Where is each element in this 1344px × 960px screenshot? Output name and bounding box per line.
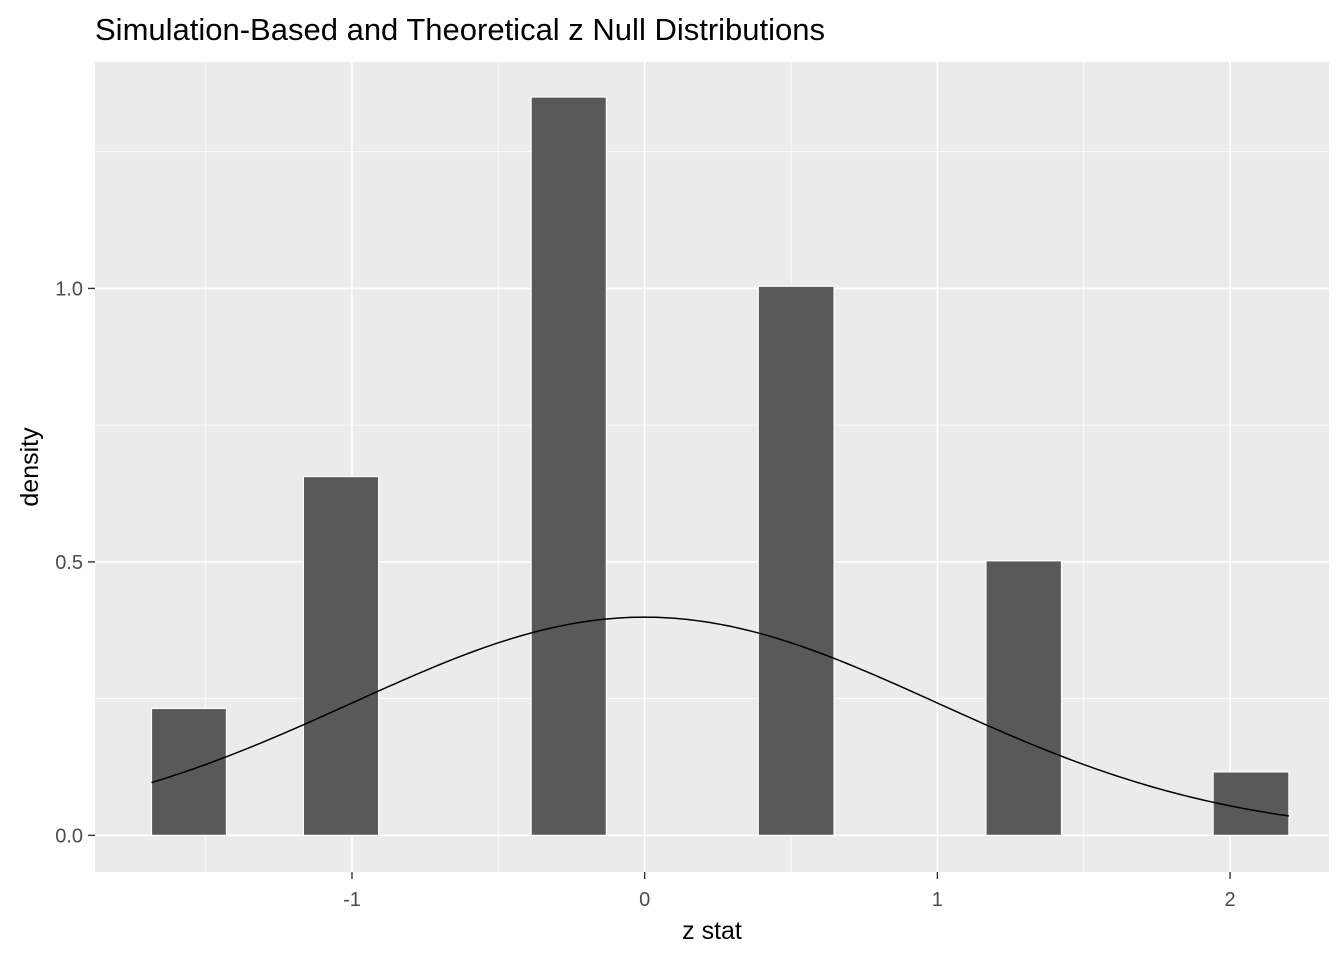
chart-title: Simulation-Based and Theoretical z Null …: [95, 12, 825, 47]
minor-gridlines: [95, 62, 1329, 872]
x-tick-label: -1: [343, 889, 361, 911]
y-tick-label: 0.0: [55, 825, 83, 847]
y-axis-title: density: [16, 427, 44, 507]
x-tick-label: 1: [932, 889, 943, 911]
x-tick-label: 0: [639, 889, 650, 911]
histogram-bar: [530, 96, 607, 836]
theoretical-normal-curve: [151, 616, 1290, 817]
histogram-bar: [1212, 771, 1290, 836]
x-axis-title: z stat: [682, 917, 742, 945]
histogram-bar: [302, 475, 380, 836]
histogram-bars: [150, 96, 1290, 836]
histogram-bar: [150, 707, 228, 836]
x-tick-label: 2: [1225, 889, 1236, 911]
major-gridlines: [95, 62, 1329, 872]
plot-panel: [95, 62, 1329, 872]
histogram-bar: [985, 560, 1063, 836]
y-tick-label: 1.0: [55, 278, 83, 300]
y-axis-ticks: 0.0 0.5 1.0: [55, 278, 95, 847]
histogram-bar: [757, 285, 835, 836]
x-axis-ticks: -1 0 1 2: [343, 872, 1236, 911]
y-tick-label: 0.5: [55, 552, 83, 574]
